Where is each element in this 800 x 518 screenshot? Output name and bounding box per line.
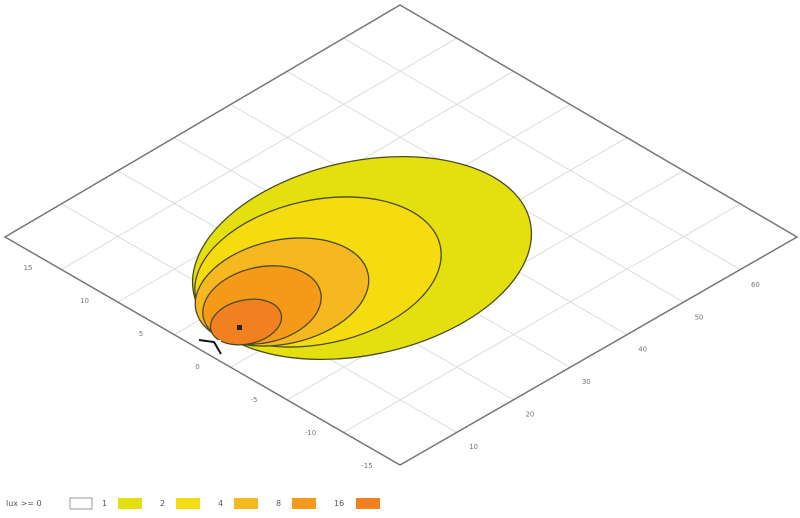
x-tick-label: 60	[751, 281, 760, 289]
y-tick-label: 10	[80, 297, 89, 305]
x-tick-label: 50	[695, 313, 704, 321]
y-tick-label: -5	[251, 396, 258, 404]
legend-swatch	[176, 498, 200, 509]
legend-label: 4	[218, 499, 223, 508]
y-axis-ticks: 15 10 5 0 -5 -10 -15	[24, 264, 373, 470]
legend-label: 8	[276, 499, 281, 508]
legend-swatch	[234, 498, 258, 509]
legend-label: 16	[334, 499, 344, 508]
x-tick-label: 20	[525, 410, 534, 418]
grid-line	[343, 203, 741, 433]
contour-16	[209, 298, 283, 346]
x-tick-label: 30	[582, 378, 591, 386]
legend-swatch	[118, 498, 142, 509]
x-tick-label: 10	[469, 443, 478, 451]
y-tick-label: 0	[195, 363, 199, 371]
legend: lux >= 0 1 2 4 8 16	[6, 497, 380, 510]
y-tick-label: 5	[139, 330, 143, 338]
legend-title: lux >= 0	[6, 499, 42, 508]
contours	[191, 155, 533, 361]
legend-label: 2	[160, 499, 165, 508]
x-axis-ticks: 10 20 30 40 50 60	[469, 281, 760, 451]
plane-border	[3, 4, 799, 466]
legend-swatch	[292, 498, 316, 509]
y-tick-label: -15	[361, 462, 372, 470]
legend-swatch-0	[69, 497, 93, 510]
legend-label: 1	[102, 499, 107, 508]
grid-line	[61, 37, 457, 271]
y-tick-label: -10	[305, 429, 316, 437]
grid-line	[343, 37, 741, 271]
plane-frame	[3, 4, 799, 466]
x-tick-label: 40	[638, 346, 647, 354]
y-tick-label: 15	[24, 264, 33, 272]
max-point-marker	[237, 325, 242, 330]
legend-swatch	[356, 498, 380, 509]
luminaire-outline	[198, 339, 222, 355]
